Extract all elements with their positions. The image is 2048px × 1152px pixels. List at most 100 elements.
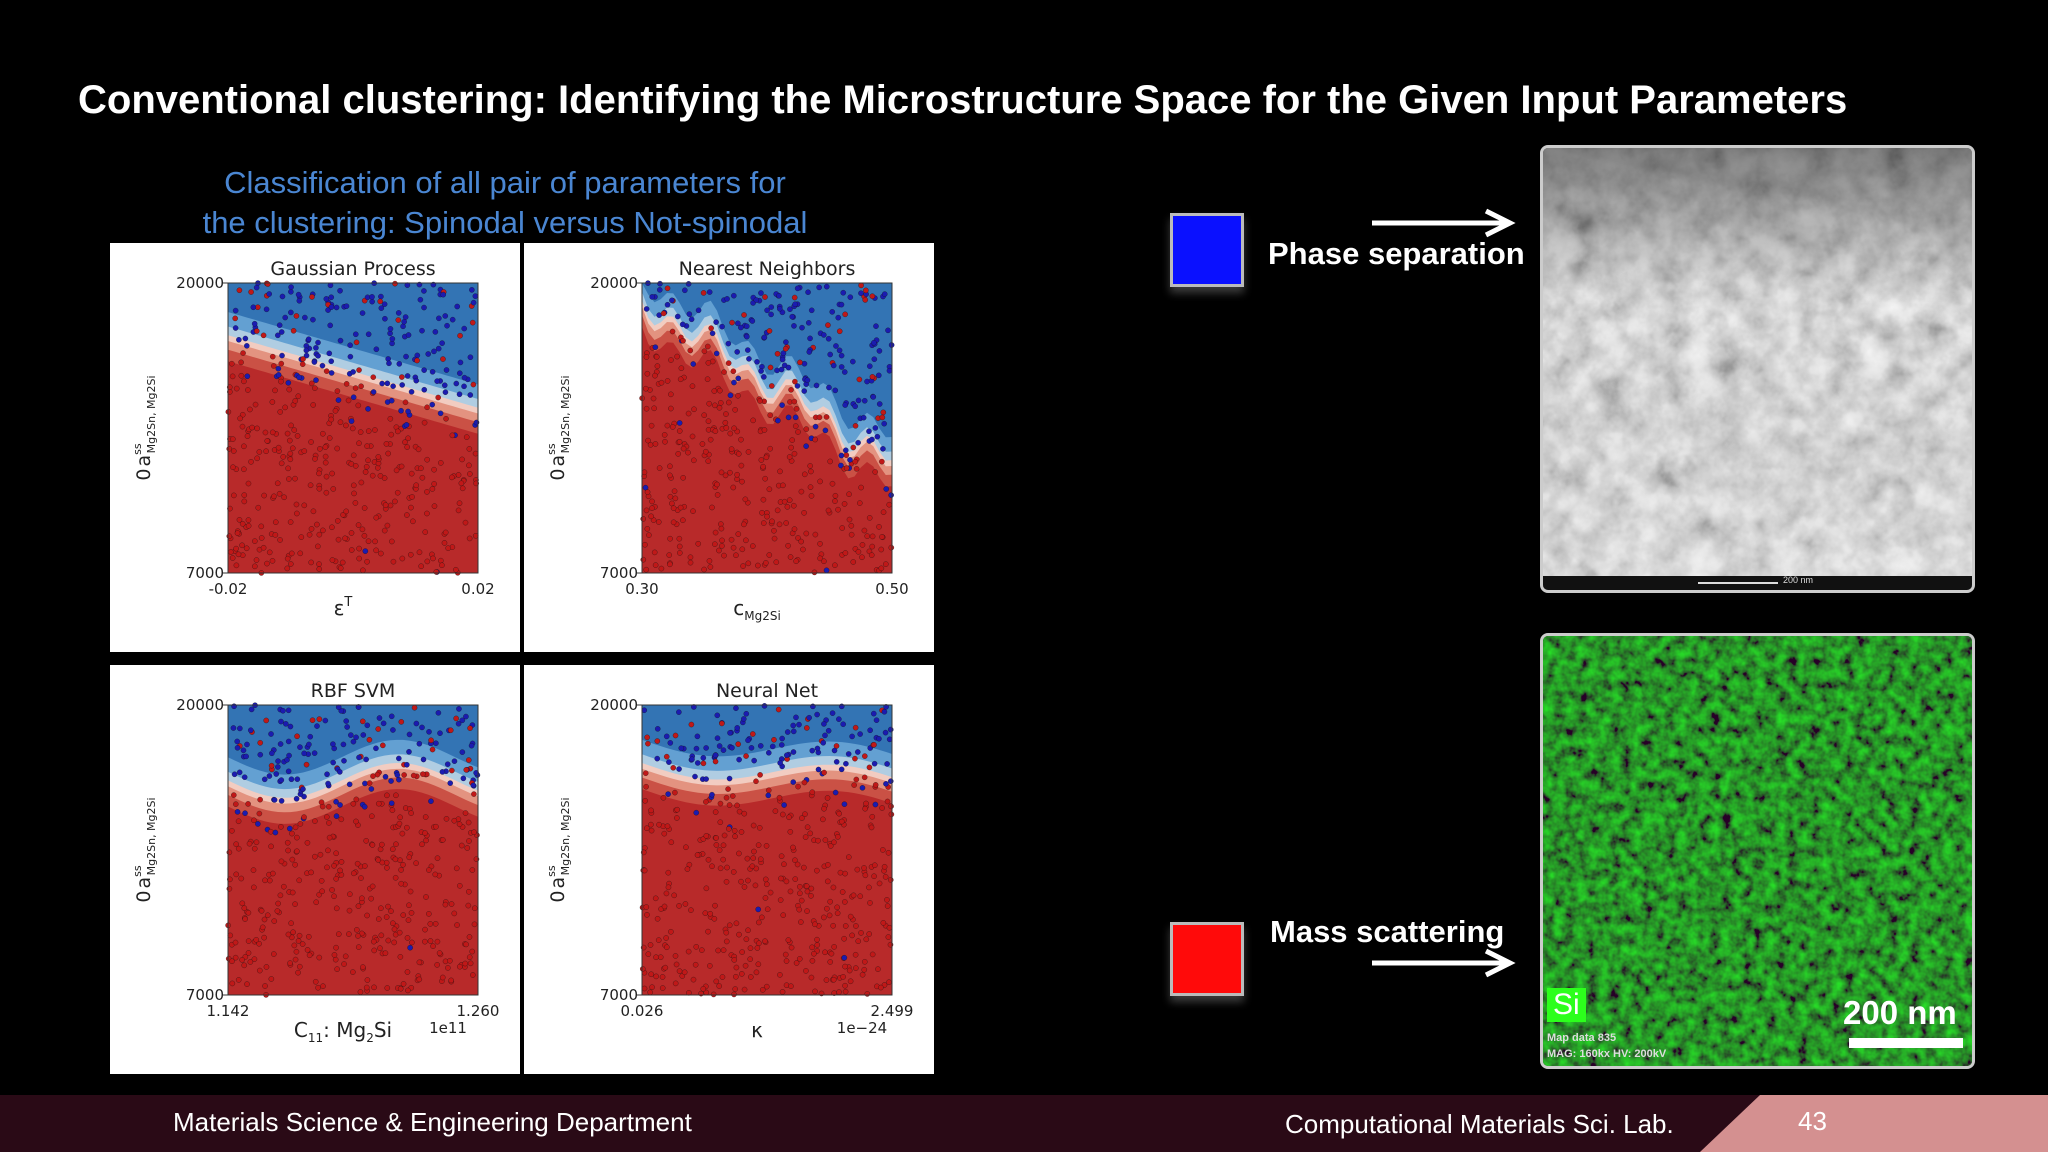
point-mass-scattering bbox=[380, 742, 386, 749]
point-phase-separation bbox=[809, 747, 815, 754]
point-mass-scattering bbox=[804, 908, 810, 914]
point-phase-separation bbox=[294, 776, 301, 782]
point-mass-scattering bbox=[314, 521, 320, 528]
eds-scale-bar bbox=[1849, 1038, 1963, 1048]
point-mass-scattering bbox=[798, 538, 804, 545]
point-phase-separation bbox=[362, 780, 368, 787]
point-mass-scattering bbox=[831, 944, 837, 950]
page-number: 43 bbox=[1798, 1106, 1827, 1136]
point-mass-scattering bbox=[711, 916, 718, 922]
point-mass-scattering bbox=[742, 496, 749, 503]
point-mass-scattering bbox=[727, 430, 734, 437]
point-phase-separation bbox=[467, 392, 474, 398]
point-mass-scattering bbox=[287, 456, 294, 463]
point-mass-scattering bbox=[744, 855, 751, 862]
point-phase-separation bbox=[263, 306, 270, 313]
point-mass-scattering bbox=[268, 828, 274, 835]
footer-lab: Computational Materials Sci. Lab. bbox=[1285, 1109, 1674, 1139]
point-mass-scattering bbox=[645, 740, 651, 747]
point-mass-scattering bbox=[788, 983, 794, 989]
point-mass-scattering bbox=[353, 818, 359, 825]
subtitle-line-1: Classification of all pair of parameters… bbox=[224, 165, 786, 200]
point-mass-scattering bbox=[769, 383, 775, 389]
point-mass-scattering bbox=[292, 475, 298, 482]
point-phase-separation bbox=[741, 716, 747, 722]
point-mass-scattering bbox=[814, 936, 820, 943]
point-mass-scattering bbox=[372, 538, 378, 545]
point-mass-scattering bbox=[355, 933, 361, 939]
point-mass-scattering bbox=[372, 427, 378, 433]
point-phase-separation bbox=[242, 810, 248, 816]
point-phase-separation bbox=[459, 749, 466, 755]
legend-swatch-red bbox=[1170, 922, 1244, 996]
point-mass-scattering bbox=[399, 830, 406, 837]
point-mass-scattering bbox=[262, 983, 268, 989]
point-mass-scattering bbox=[862, 872, 869, 879]
point-phase-separation bbox=[296, 298, 303, 304]
point-mass-scattering bbox=[858, 282, 864, 289]
point-mass-scattering bbox=[229, 360, 235, 367]
point-mass-scattering bbox=[755, 562, 761, 569]
point-phase-separation bbox=[746, 356, 752, 362]
point-mass-scattering bbox=[767, 889, 774, 896]
point-mass-scattering bbox=[355, 522, 362, 528]
point-mass-scattering bbox=[714, 481, 720, 488]
point-mass-scattering bbox=[416, 976, 423, 983]
point-mass-scattering bbox=[356, 367, 362, 373]
point-mass-scattering bbox=[786, 814, 792, 821]
point-mass-scattering bbox=[839, 889, 846, 895]
point-phase-separation bbox=[735, 320, 741, 327]
point-mass-scattering bbox=[378, 550, 384, 557]
point-mass-scattering bbox=[292, 956, 299, 963]
point-phase-separation bbox=[714, 735, 721, 741]
point-mass-scattering bbox=[660, 795, 667, 801]
point-mass-scattering bbox=[431, 503, 438, 509]
point-phase-separation bbox=[275, 332, 281, 339]
point-phase-separation bbox=[791, 323, 797, 329]
point-mass-scattering bbox=[728, 536, 735, 543]
subtitle-line-2: the clustering: Spinodal versus Not-spin… bbox=[202, 205, 808, 240]
point-mass-scattering bbox=[677, 504, 684, 511]
point-mass-scattering bbox=[862, 753, 868, 759]
point-mass-scattering bbox=[363, 838, 369, 844]
point-mass-scattering bbox=[251, 845, 258, 852]
point-mass-scattering bbox=[235, 845, 242, 852]
point-mass-scattering bbox=[682, 901, 689, 907]
point-phase-separation bbox=[444, 761, 451, 767]
point-mass-scattering bbox=[648, 807, 654, 814]
point-phase-separation bbox=[237, 725, 243, 732]
point-mass-scattering bbox=[880, 509, 887, 515]
point-phase-separation bbox=[421, 367, 427, 373]
point-mass-scattering bbox=[389, 538, 395, 545]
point-mass-scattering bbox=[641, 469, 648, 476]
point-phase-separation bbox=[814, 745, 821, 752]
point-mass-scattering bbox=[252, 401, 259, 408]
point-mass-scattering bbox=[879, 414, 886, 421]
point-mass-scattering bbox=[647, 942, 654, 948]
point-phase-separation bbox=[709, 330, 716, 337]
point-mass-scattering bbox=[467, 471, 473, 477]
point-mass-scattering bbox=[681, 969, 688, 976]
point-mass-scattering bbox=[357, 429, 364, 435]
point-phase-separation bbox=[857, 731, 863, 737]
point-mass-scattering bbox=[406, 854, 412, 861]
point-mass-scattering bbox=[337, 565, 344, 571]
point-mass-scattering bbox=[233, 841, 239, 847]
point-mass-scattering bbox=[338, 816, 345, 823]
point-mass-scattering bbox=[239, 423, 246, 430]
point-mass-scattering bbox=[712, 529, 719, 536]
point-phase-separation bbox=[278, 329, 285, 335]
x-tick-label-right: 0.50 bbox=[875, 580, 908, 598]
point-phase-separation bbox=[872, 425, 879, 431]
point-mass-scattering bbox=[776, 794, 783, 801]
point-phase-separation bbox=[369, 298, 375, 305]
point-mass-scattering bbox=[652, 372, 658, 379]
point-phase-separation bbox=[275, 758, 281, 764]
point-mass-scattering bbox=[741, 986, 748, 993]
point-mass-scattering bbox=[816, 414, 823, 421]
point-mass-scattering bbox=[463, 941, 469, 948]
point-phase-separation bbox=[344, 724, 350, 730]
point-mass-scattering bbox=[642, 770, 649, 776]
point-phase-separation bbox=[686, 311, 693, 317]
point-phase-separation bbox=[706, 289, 713, 295]
